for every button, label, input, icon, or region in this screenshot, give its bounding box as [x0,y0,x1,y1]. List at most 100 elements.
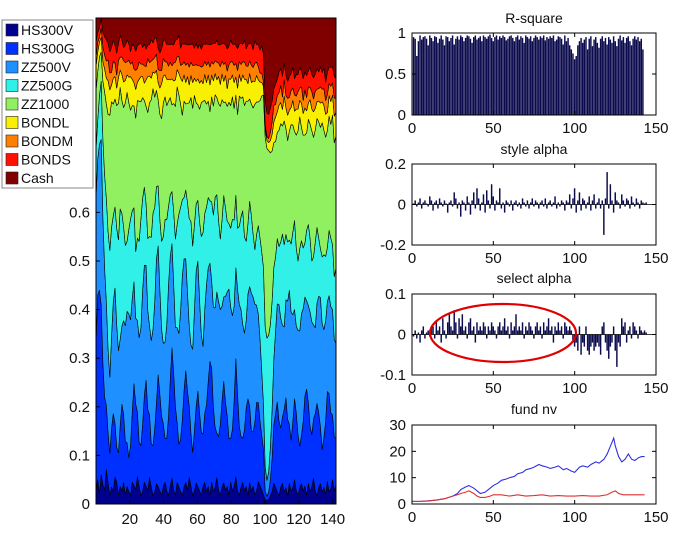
style-bar [573,188,576,205]
select-bar [420,330,423,335]
nv-x-tick-label: 50 [485,509,502,526]
rsq-bar [572,53,574,115]
rsq-bar [442,39,444,116]
select-y-tick-label: -0.1 [380,367,406,384]
style-bar [586,202,589,205]
select-bar [637,334,639,339]
style-bar [468,202,470,205]
select-bar [529,326,532,335]
rsq-bar [479,36,481,115]
rsq-y-tick-label: 0.5 [385,66,406,83]
select-bar [482,322,485,335]
rsq-bar [422,37,425,115]
style-bar [456,204,459,209]
select-bar [473,326,475,335]
style-bar [562,202,564,205]
style-bar [420,204,423,209]
select-bar [630,334,633,339]
area-y-tick-label: 0.5 [69,253,90,270]
rsq-bar [564,35,566,115]
select-bar [502,326,504,335]
rsq-bar [555,39,558,116]
select-bar [570,330,573,335]
select-bar [604,334,607,343]
style-bar [490,184,493,205]
select-bar [536,322,538,335]
select-bar [424,334,426,339]
style-x-tick-label: 0 [408,250,416,267]
select-bar [559,330,561,335]
style-bar [606,172,608,205]
select-bar [446,322,449,335]
rsq-bar [591,46,594,116]
style-bar [442,204,444,207]
rsq-bar [593,39,595,116]
legend-label-zz500v: ZZ500V [21,59,71,75]
style-bar [625,198,628,205]
select-bar [617,334,620,343]
legend-label-hs300g: HS300G [21,41,75,57]
style-bar [500,204,503,209]
rsq-bar [557,36,560,115]
rsq-bar [562,44,564,116]
legend-label-bondl: BONDL [21,115,69,131]
style-y-tick-label: 0 [398,197,406,214]
select-bar [539,326,542,335]
select-bar [425,332,428,335]
style-bar [541,200,543,205]
style-bar [459,204,462,217]
rsq-bar [432,41,434,116]
select-bar [557,322,560,335]
select-bar [463,330,465,335]
style-bar [526,200,529,205]
style-y-tick-label: -0.2 [380,237,406,254]
select-bar [544,330,547,335]
style-bar [458,202,460,205]
rsq-bar [622,37,625,115]
style-bar [417,202,420,205]
select-y-tick-label: 0.1 [385,286,406,303]
area-y-tick-label: 0.3 [69,350,90,367]
rsq-bar [476,39,478,116]
style-bar [525,204,527,207]
style-bar [414,200,416,205]
rsq-bar [616,46,618,116]
legend: HS300V HS300G ZZ500V ZZ500G ZZ1000 BONDL BONDM… [1,19,94,189]
select-bar [575,334,577,343]
style-bar [608,204,610,209]
style-x-tick-label: 150 [643,250,668,267]
style-bar [580,204,582,211]
style-bar [482,194,485,205]
select-bar [453,310,455,335]
rsq-bar [554,41,556,116]
rsq-bar [461,37,464,115]
select-bar [495,334,498,339]
nv-y-tick-label: 20 [389,443,406,460]
select-bar [474,334,477,343]
rsq-bar [533,37,535,115]
rsq-bar [473,37,475,115]
style-bar [440,202,442,205]
rsq-bar [518,39,521,116]
style-bar [513,202,516,205]
select-bar [622,326,625,335]
rsq-bar [494,37,496,115]
rsq-bar [546,37,548,115]
select-bar [533,334,535,339]
rsq-bar [458,39,460,116]
area-y-tick-label: 0.1 [69,447,90,464]
r-square-panel: R-square 0 0.5 1 0 50 100 150 [385,10,668,137]
select-bar [638,326,641,335]
style-bar [559,204,561,207]
select-bar [627,330,629,335]
select-bar [583,334,586,347]
style-bar [489,204,491,209]
rsq-bar [482,35,485,115]
style-bar [531,198,534,205]
area-x-tick-label: 80 [223,511,240,528]
rsq-bar [466,35,468,115]
nv-x-tick-label: 150 [643,509,668,526]
rsq-bar [486,38,488,115]
select-bar [440,334,442,343]
rsq-bar [599,38,602,115]
